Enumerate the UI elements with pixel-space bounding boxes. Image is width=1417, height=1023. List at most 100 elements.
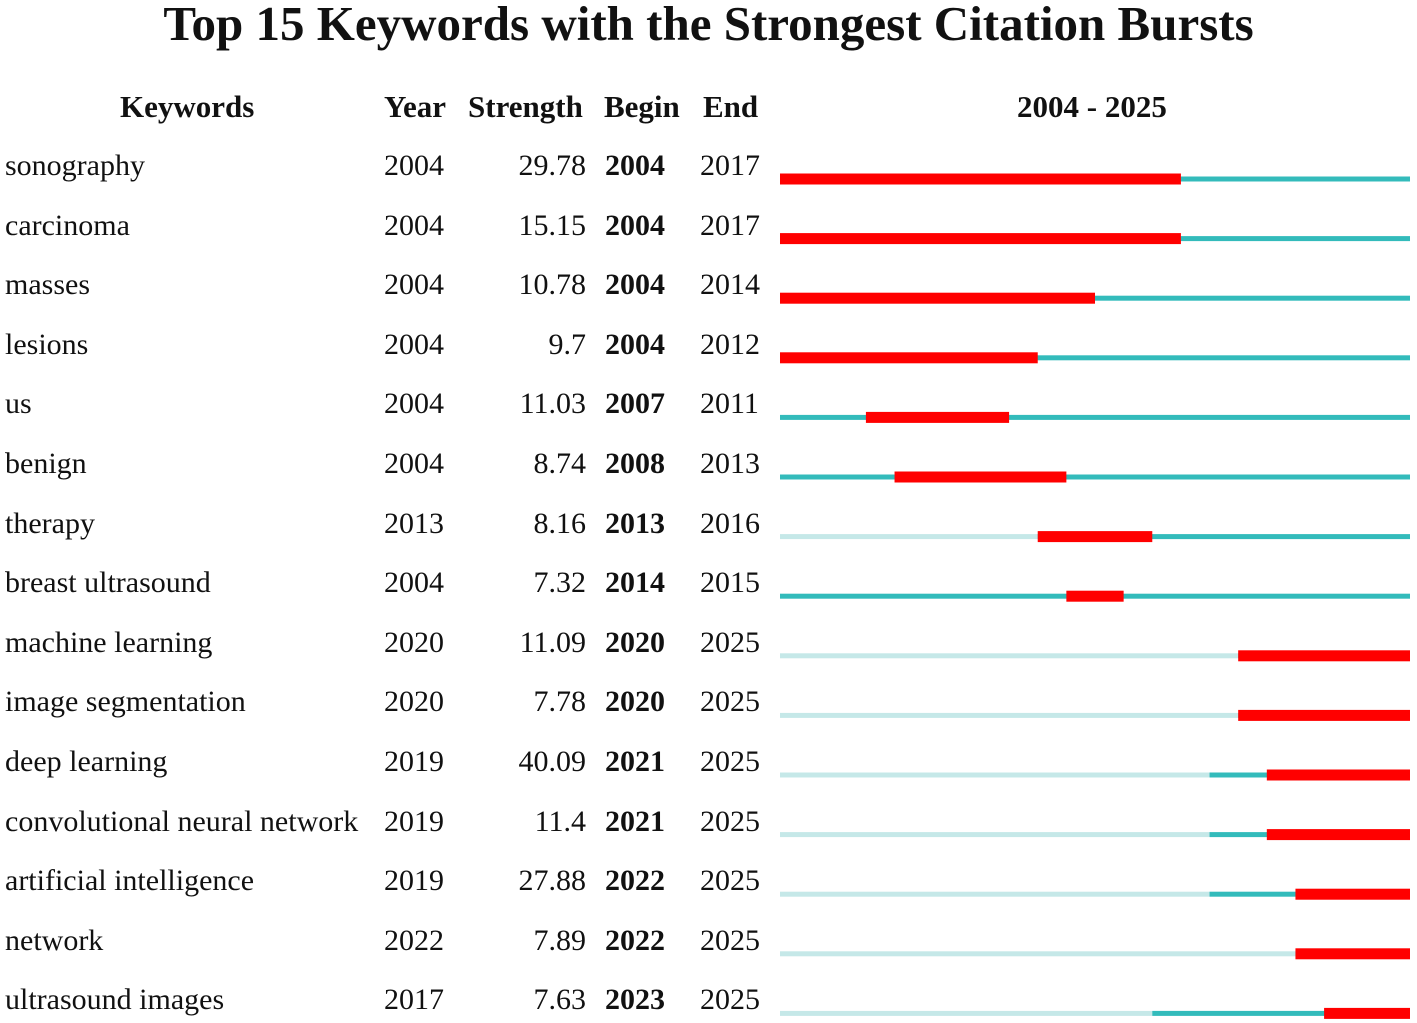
- end-value: 2025: [700, 864, 760, 898]
- keyword-label: convolutional neural network: [5, 804, 359, 838]
- strength-value: 7.78: [533, 685, 587, 719]
- burst-bar: [1266, 829, 1410, 841]
- keyword-label: sonography: [5, 149, 145, 182]
- strength-value: 15.15: [518, 208, 587, 242]
- begin-value: 2004: [605, 208, 665, 242]
- burst-bar: [894, 471, 1067, 483]
- active-segment: [1037, 534, 1410, 540]
- begin-value: 2008: [605, 447, 665, 480]
- begin-value: 2022: [605, 923, 665, 957]
- strength-value: 10.78: [518, 268, 587, 302]
- active-segment: [780, 474, 1410, 480]
- end-value: 2015: [700, 566, 760, 600]
- inactive-segment: [780, 712, 1239, 718]
- strength-value: 27.88: [518, 864, 587, 898]
- header-begin: Begin: [604, 89, 680, 124]
- chart-title: Top 15 Keywords with the Strongest Citat…: [163, 0, 1254, 51]
- begin-value: 2021: [605, 745, 665, 778]
- end-value: 2025: [700, 983, 760, 1017]
- strength-value: 9.7: [548, 327, 587, 361]
- begin-value: 2004: [605, 268, 665, 302]
- header-strength: Strength: [468, 89, 583, 124]
- end-value: 2025: [700, 625, 760, 659]
- keyword-label: deep learning: [5, 745, 168, 778]
- burst-bar: [1295, 888, 1410, 900]
- end-value: 2025: [700, 804, 760, 838]
- header-end: End: [703, 89, 759, 124]
- begin-value: 2013: [605, 506, 665, 540]
- strength-value: 7.32: [533, 566, 587, 600]
- end-value: 2017: [700, 149, 760, 182]
- burst-bar: [780, 233, 1181, 245]
- header-range: 2004 - 2025: [1017, 89, 1167, 124]
- burst-bar: [1324, 1007, 1410, 1019]
- inactive-segment: [780, 772, 1210, 778]
- strength-value: 7.89: [533, 923, 587, 957]
- end-value: 2011: [700, 387, 759, 421]
- strength-value: 11.09: [519, 625, 586, 659]
- end-value: 2016: [700, 506, 760, 540]
- year-value: 2004: [384, 447, 444, 480]
- keyword-label: network: [5, 923, 104, 957]
- year-value: 2004: [384, 327, 444, 361]
- keyword-label: carcinoma: [5, 208, 130, 242]
- keyword-label: masses: [5, 268, 90, 302]
- begin-value: 2020: [605, 685, 665, 719]
- year-value: 2019: [384, 864, 444, 898]
- inactive-segment: [780, 832, 1210, 838]
- keyword-label: lesions: [5, 327, 89, 361]
- strength-value: 11.03: [519, 387, 586, 421]
- year-value: 2004: [384, 268, 444, 302]
- keyword-label: breast ultrasound: [5, 566, 211, 600]
- active-segment: [780, 355, 1410, 361]
- burst-bar: [780, 173, 1181, 185]
- year-value: 2004: [384, 566, 444, 600]
- year-value: 2020: [384, 625, 444, 659]
- end-value: 2014: [700, 268, 760, 302]
- end-value: 2025: [700, 685, 760, 719]
- keyword-label: benign: [5, 447, 87, 480]
- strength-value: 29.78: [518, 149, 587, 182]
- keyword-label: image segmentation: [5, 685, 246, 719]
- begin-value: 2004: [605, 149, 665, 182]
- strength-value: 11.4: [534, 804, 586, 838]
- inactive-segment: [780, 534, 1038, 540]
- burst-bar: [1295, 948, 1410, 960]
- year-value: 2013: [384, 506, 444, 540]
- burst-bar: [865, 411, 1010, 423]
- year-value: 2020: [384, 685, 444, 719]
- begin-value: 2020: [605, 625, 665, 659]
- end-value: 2025: [700, 923, 760, 957]
- burst-bar: [780, 292, 1095, 304]
- inactive-segment: [780, 891, 1210, 897]
- strength-value: 8.74: [533, 447, 587, 480]
- burst-bar: [1238, 650, 1410, 662]
- keyword-label: machine learning: [5, 625, 213, 659]
- keyword-label: ultrasound images: [5, 983, 225, 1017]
- end-value: 2025: [700, 745, 760, 778]
- burst-bar: [780, 352, 1038, 364]
- header-year: Year: [384, 89, 446, 124]
- end-value: 2013: [700, 447, 760, 480]
- year-value: 2004: [384, 387, 444, 421]
- year-value: 2019: [384, 745, 444, 778]
- burst-bar: [1066, 590, 1124, 602]
- inactive-segment: [780, 1010, 1153, 1016]
- active-segment: [780, 414, 1410, 420]
- burst-bar: [1238, 709, 1410, 721]
- inactive-segment: [780, 951, 1296, 957]
- keyword-label: therapy: [5, 506, 95, 540]
- year-value: 2019: [384, 804, 444, 838]
- begin-value: 2021: [605, 804, 665, 838]
- begin-value: 2014: [605, 566, 665, 600]
- strength-value: 40.09: [518, 745, 587, 778]
- keyword-label: artificial intelligence: [5, 864, 255, 898]
- begin-value: 2004: [605, 327, 665, 361]
- year-value: 2017: [384, 983, 444, 1017]
- year-value: 2004: [384, 149, 444, 182]
- year-value: 2004: [384, 208, 444, 242]
- active-segment: [1152, 1010, 1410, 1016]
- year-value: 2022: [384, 923, 444, 957]
- end-value: 2017: [700, 208, 760, 242]
